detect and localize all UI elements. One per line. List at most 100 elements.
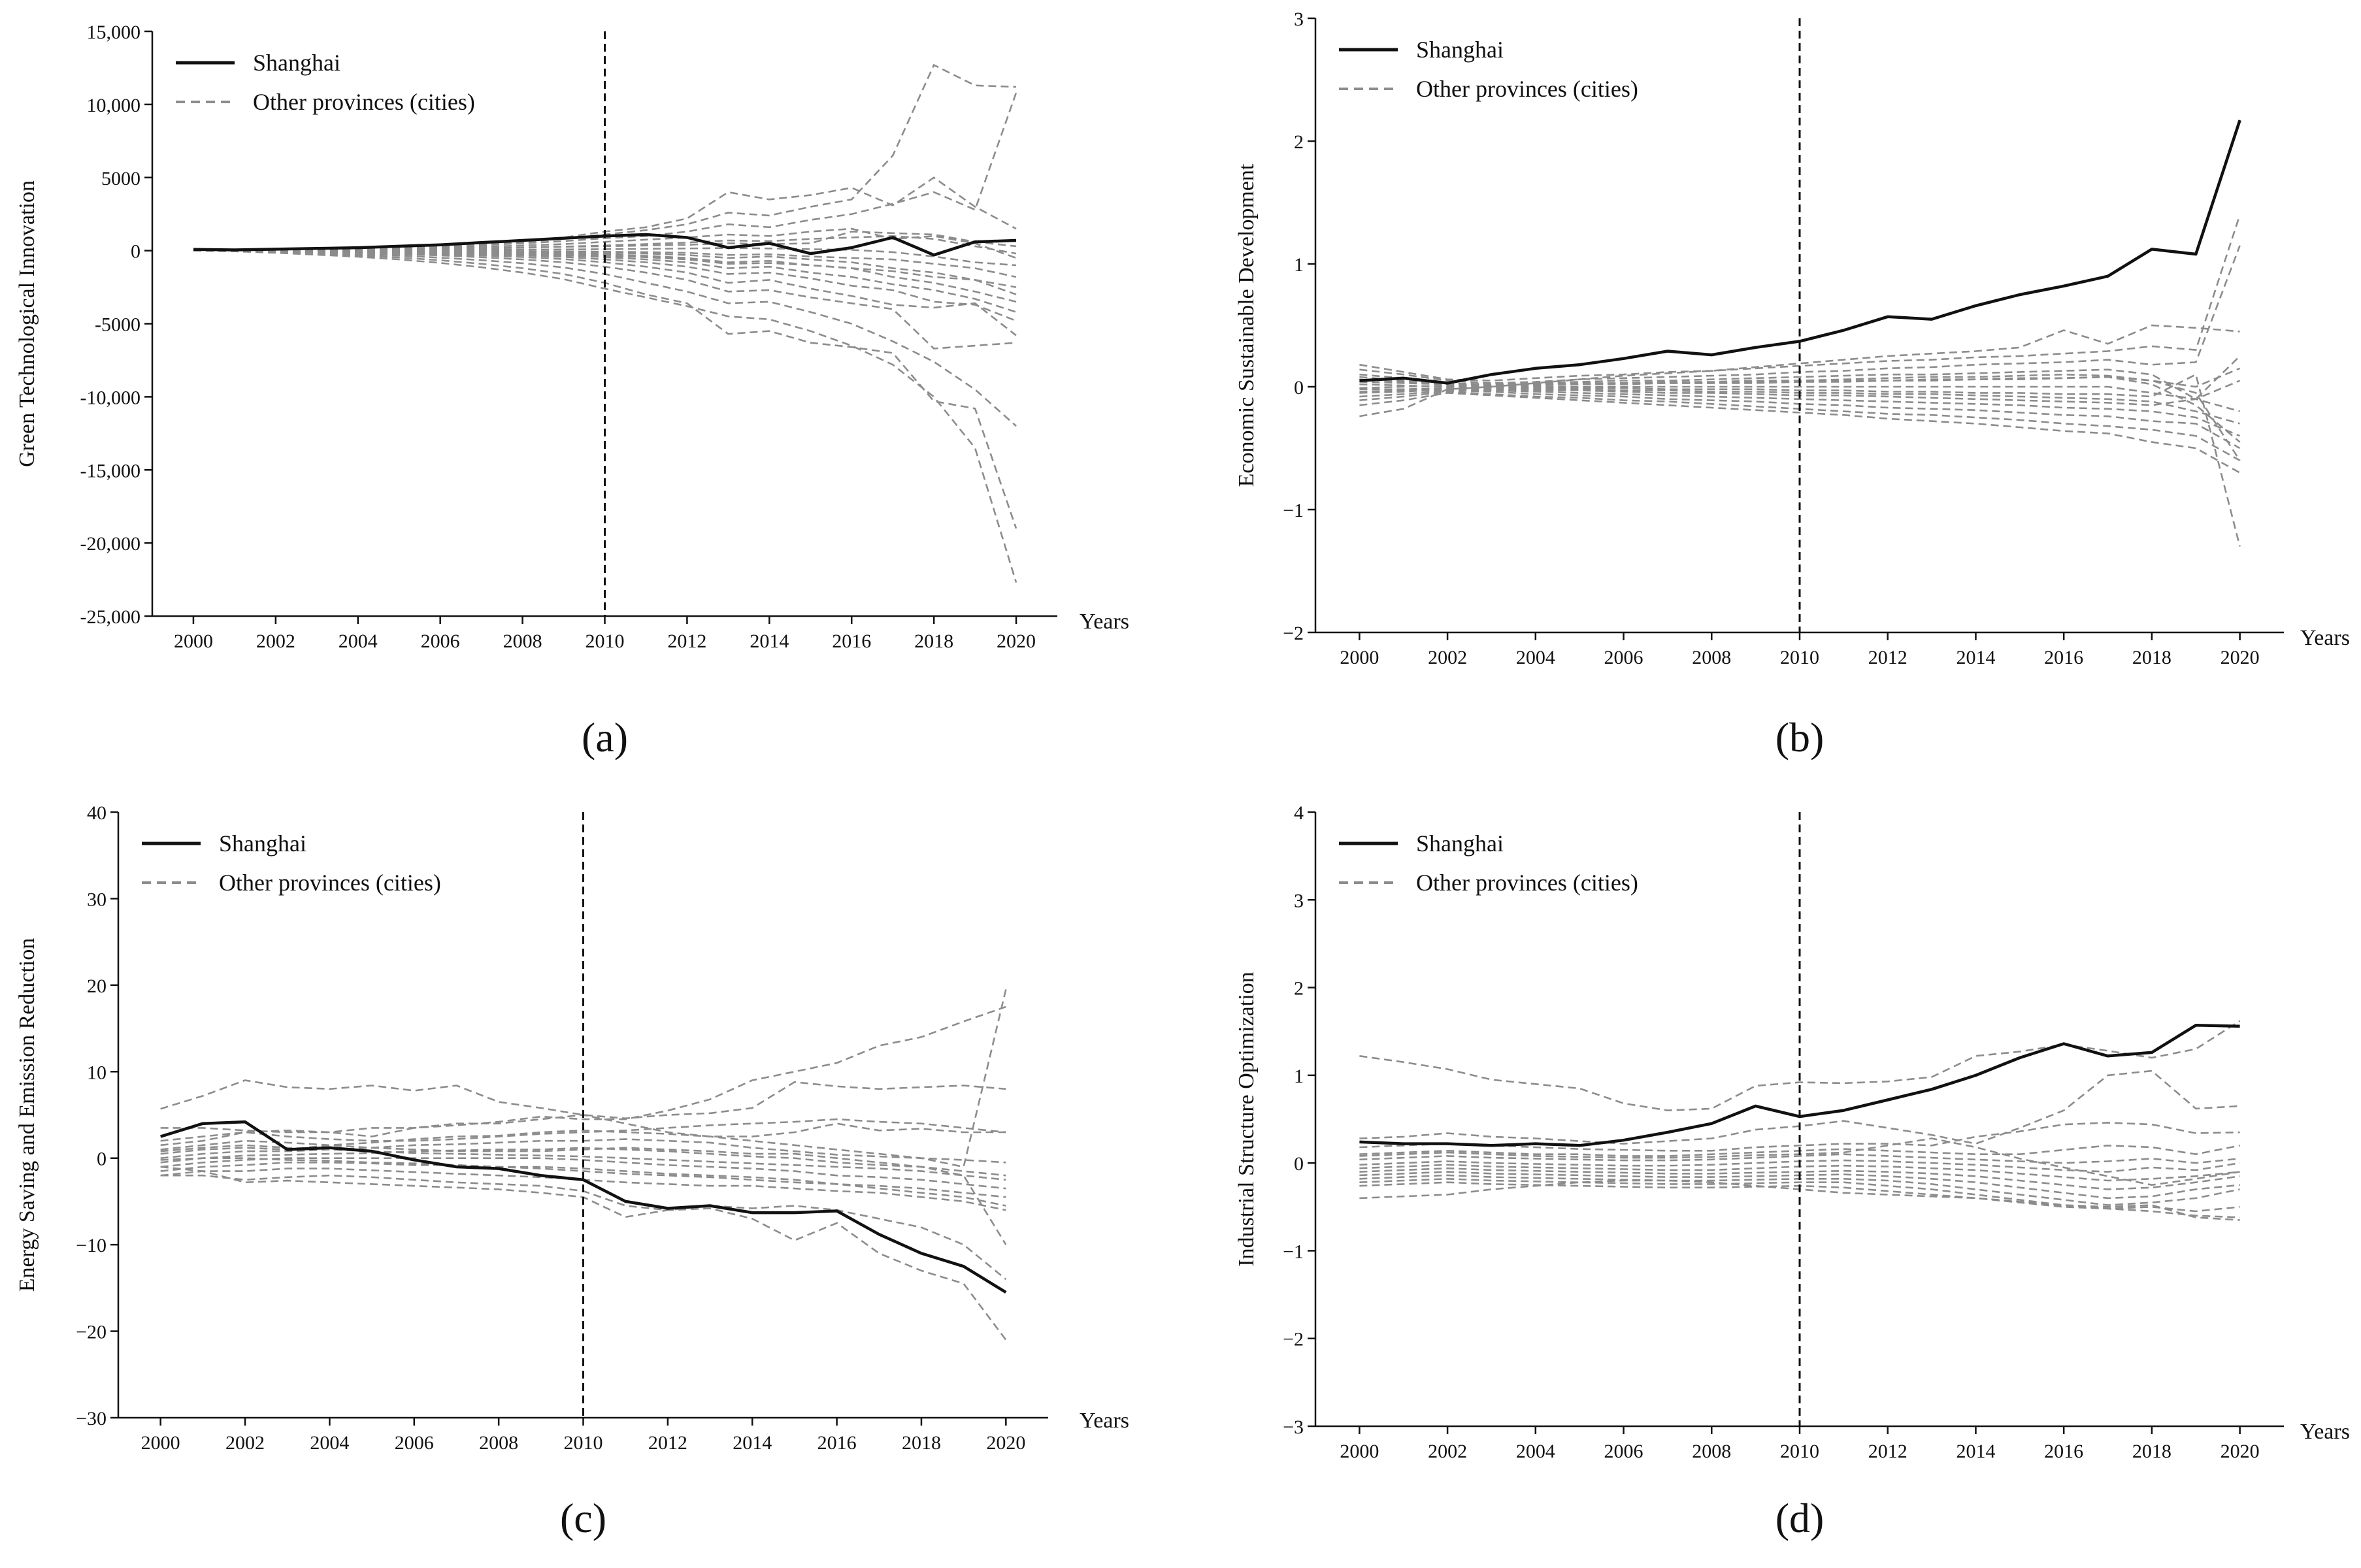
- chart-panel-d: −3 −2 −1 0 1 2 3 4 2000 2002 2004 2006 2008 2010 2012 2…: [1234, 802, 2350, 1541]
- y-axis-title: Economic Sustainable Development: [1234, 163, 1259, 487]
- y-axis-title: Green Technological Innovation: [15, 180, 39, 467]
- y-tick-label: -20,000: [80, 533, 141, 555]
- series-line-other: [1359, 1167, 2240, 1190]
- x-tick-label: 2018: [902, 1432, 941, 1454]
- x-tick-label: 2000: [174, 630, 213, 652]
- series-line-other: [1359, 324, 2240, 417]
- chart-panel-c: −30 −20 −10 0 10 20 30 40 2000 2002 2004 2006 2008 20…: [15, 802, 1129, 1541]
- x-tick-label: 2020: [2221, 647, 2260, 668]
- legend-label-shanghai: Shanghai: [253, 50, 340, 76]
- x-tick-label: 2020: [997, 630, 1036, 652]
- x-axis-title: Years: [1080, 610, 1129, 634]
- x-tick-label: 2010: [564, 1432, 603, 1454]
- x-tick-label: 2004: [1516, 1441, 1555, 1462]
- x-tick-label: 2000: [1340, 1441, 1379, 1462]
- legend-label-others: Other provinces (cities): [1416, 76, 1638, 102]
- series-line-other: [160, 1118, 1006, 1142]
- panel-label: (d): [1775, 1495, 1824, 1541]
- panel-label: (c): [560, 1495, 606, 1541]
- series-line-other: [1359, 1153, 2240, 1164]
- y-tick-label: 3: [1294, 8, 1304, 30]
- series-line-other: [1359, 1122, 2240, 1152]
- y-tick-label: -25,000: [80, 606, 141, 628]
- series-line-other: [1359, 1020, 2241, 1111]
- x-tick-label: 2000: [141, 1432, 180, 1454]
- y-tick-label: 10: [87, 1062, 107, 1083]
- x-tick-label: 2008: [1692, 1441, 1731, 1462]
- series-line-other: [1359, 373, 2241, 547]
- x-tick-label: 2018: [914, 630, 953, 652]
- series-line-other: [160, 1157, 1006, 1207]
- legend-label-others: Other provinces (cities): [1416, 870, 1638, 896]
- x-tick-label: 2004: [1516, 647, 1555, 668]
- y-tick-label: −10: [76, 1235, 107, 1256]
- legend-label-shanghai: Shanghai: [1416, 830, 1504, 857]
- series-line-other: [1359, 388, 2241, 437]
- x-tick-label: 2016: [2044, 647, 2083, 668]
- chart-panel-a: -25,000 -20,000 -15,000 -10,000 -5000 0 5000 10…: [15, 22, 1129, 760]
- y-tick-label: 20: [87, 975, 107, 997]
- x-tick-label: 2010: [1780, 1441, 1819, 1462]
- series-line-shanghai: [1359, 120, 2241, 385]
- series-line-other: [193, 250, 1017, 583]
- series-line-other: [1359, 392, 2241, 474]
- series-line-other: [193, 250, 1017, 350]
- legend-label-shanghai: Shanghai: [219, 830, 306, 857]
- x-tick-label: 2014: [1956, 647, 1995, 668]
- y-tick-label: −1: [1283, 500, 1304, 521]
- x-tick-label: 2006: [395, 1432, 434, 1454]
- y-tick-label: 40: [87, 802, 107, 824]
- y-tick-label: −30: [76, 1408, 107, 1429]
- x-tick-label: 2012: [648, 1432, 687, 1454]
- x-tick-label: 2008: [1692, 647, 1731, 668]
- x-tick-label: 2006: [421, 630, 460, 652]
- y-tick-label: -10,000: [80, 387, 141, 408]
- series-line-other: [160, 1005, 1006, 1134]
- series-line-other: [160, 1162, 1006, 1198]
- y-tick-label: -5000: [95, 314, 140, 336]
- series-line-shanghai: [160, 1120, 1007, 1294]
- x-tick-label: 2000: [1340, 647, 1379, 668]
- x-tick-label: 2016: [2044, 1441, 2083, 1462]
- y-tick-label: 2: [1294, 978, 1304, 1000]
- x-tick-label: 2014: [750, 630, 789, 652]
- x-tick-label: 2012: [1868, 1441, 1907, 1462]
- x-axis-title: Years: [2300, 1420, 2350, 1444]
- series-line-other: [1359, 383, 2240, 412]
- x-tick-label: 2018: [2132, 1441, 2171, 1462]
- y-tick-label: −2: [1283, 623, 1304, 644]
- y-tick-label: −2: [1283, 1329, 1304, 1350]
- y-tick-label: 4: [1294, 802, 1304, 824]
- x-tick-label: 2012: [667, 630, 706, 652]
- y-tick-label: 0: [131, 241, 140, 263]
- y-tick-label: 3: [1294, 890, 1304, 911]
- x-tick-label: 2006: [1604, 1441, 1643, 1462]
- x-tick-label: 2010: [1780, 647, 1819, 668]
- legend-label-shanghai: Shanghai: [1416, 37, 1504, 63]
- y-tick-label: 5000: [101, 168, 140, 189]
- x-tick-label: 2002: [1428, 647, 1467, 668]
- x-axis-title: Years: [2300, 626, 2350, 650]
- y-tick-label: 0: [1294, 1153, 1304, 1175]
- y-tick-label: 1: [1294, 254, 1304, 276]
- x-tick-label: 2020: [2221, 1441, 2260, 1462]
- x-axis-title: Years: [1080, 1409, 1129, 1433]
- legend-label-others: Other provinces (cities): [219, 870, 441, 896]
- x-tick-label: 2012: [1868, 647, 1907, 668]
- y-tick-label: 0: [1294, 377, 1304, 399]
- y-tick-label: −20: [76, 1322, 107, 1343]
- y-tick-label: −1: [1283, 1241, 1304, 1262]
- x-tick-label: 2010: [586, 630, 625, 652]
- y-tick-label: 30: [87, 889, 107, 910]
- x-tick-label: 2004: [338, 630, 378, 652]
- y-tick-label: 1: [1294, 1066, 1304, 1087]
- series-line-shanghai: [193, 233, 1017, 257]
- x-tick-label: 2016: [817, 1432, 857, 1454]
- y-axis-title: Industrial Structure Optimization: [1234, 972, 1259, 1266]
- x-tick-label: 2014: [733, 1432, 772, 1454]
- y-tick-label: −3: [1283, 1416, 1304, 1438]
- x-tick-label: 2020: [986, 1432, 1025, 1454]
- x-tick-label: 2006: [1604, 647, 1643, 668]
- series-line-other: [160, 1079, 1006, 1120]
